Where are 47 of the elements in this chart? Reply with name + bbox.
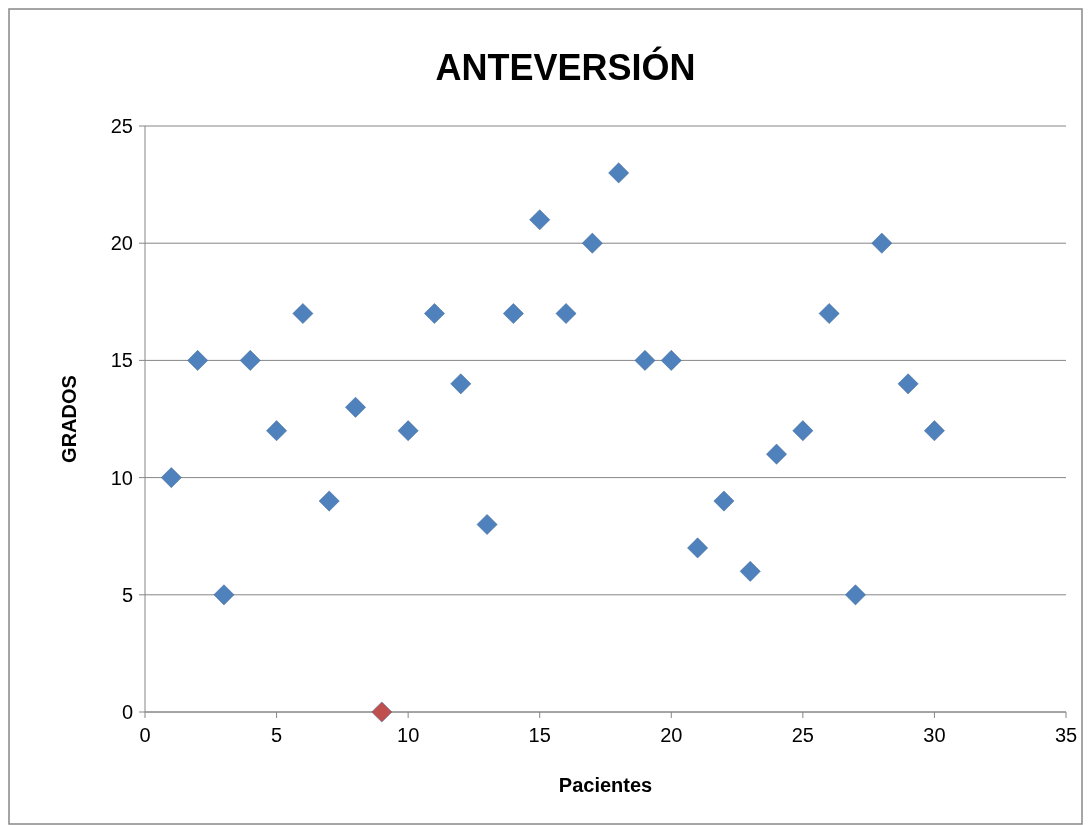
y-tick-label: 25 — [110, 115, 133, 137]
point — [424, 303, 445, 324]
point — [450, 373, 472, 395]
y-tick-label: 20 — [110, 232, 133, 255]
point — [739, 561, 761, 582]
point — [345, 396, 366, 418]
point — [318, 490, 340, 512]
x-tick-label: 15 — [528, 724, 551, 746]
x-tick-label: 35 — [1054, 724, 1078, 746]
point — [239, 350, 261, 371]
point — [503, 303, 524, 324]
point — [660, 350, 682, 371]
x-tick-label: 25 — [791, 724, 814, 746]
x-tick-label: 0 — [139, 724, 151, 746]
x-tick-label: 10 — [397, 724, 420, 746]
point — [766, 443, 787, 465]
point — [871, 232, 893, 254]
point — [266, 420, 287, 442]
point — [818, 303, 840, 324]
point — [634, 350, 656, 371]
y-tick-label: 0 — [121, 701, 133, 723]
point — [213, 584, 235, 606]
point — [292, 303, 314, 324]
x-axis-title: Pacientes — [558, 774, 653, 796]
point — [687, 537, 708, 559]
point — [397, 420, 419, 442]
point — [924, 420, 945, 442]
point — [581, 232, 603, 254]
point — [529, 209, 551, 231]
x-tick-label: 20 — [660, 724, 683, 746]
point — [845, 584, 866, 606]
y-axis-title: GRADOS — [58, 375, 80, 463]
y-tick-label: 15 — [110, 349, 133, 372]
point — [160, 467, 182, 488]
point — [476, 514, 498, 535]
point — [555, 303, 577, 324]
point — [897, 373, 919, 395]
x-tick-label: 5 — [271, 724, 283, 746]
point — [713, 490, 735, 512]
point — [608, 162, 630, 184]
x-tick-label: 30 — [923, 724, 946, 746]
point — [792, 420, 814, 442]
chart-title: ANTEVERSIÓN — [435, 46, 696, 88]
point — [371, 701, 393, 723]
y-tick-label: 5 — [121, 583, 133, 606]
point — [187, 350, 208, 371]
y-tick-label: 10 — [110, 466, 133, 489]
